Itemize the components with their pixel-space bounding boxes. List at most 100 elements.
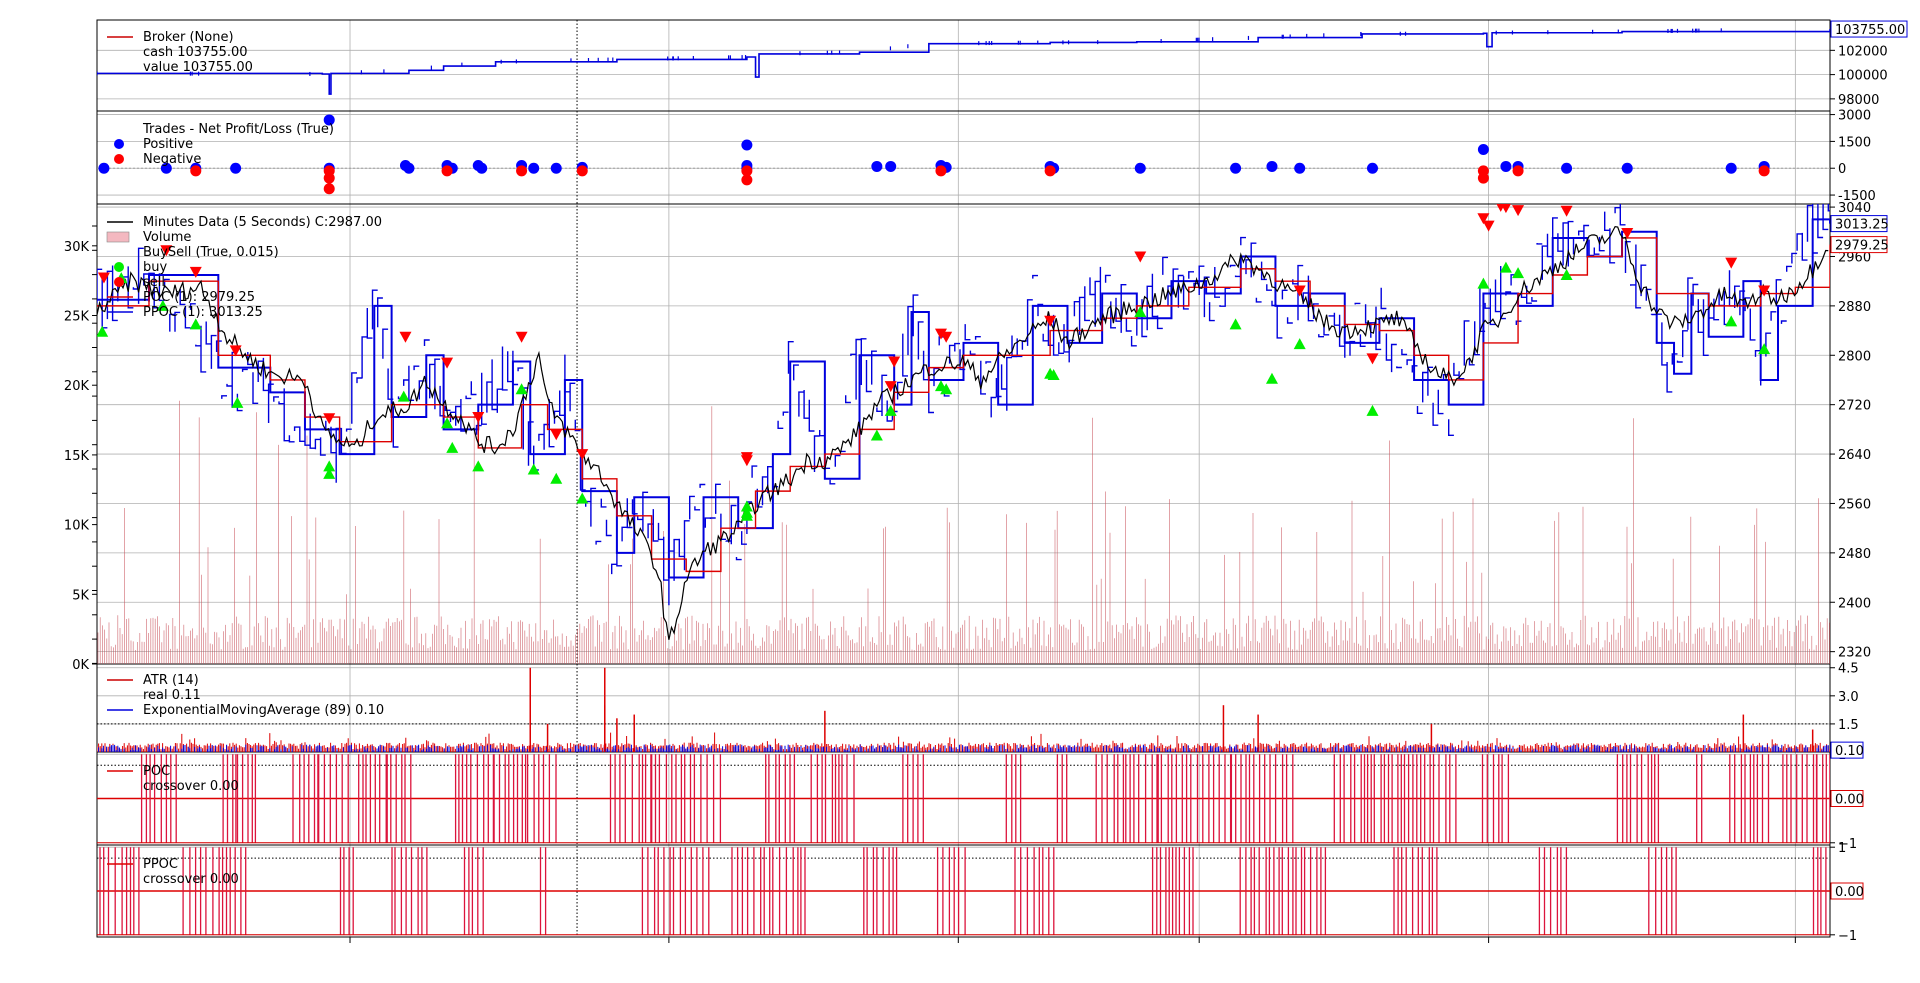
legend-label: value 103755.00 <box>143 60 253 75</box>
y-tick-label: 2800 <box>1838 349 1871 364</box>
positive-marker <box>871 160 883 172</box>
sell-marker <box>1621 228 1634 240</box>
legend-swatch <box>114 139 124 149</box>
positive-marker <box>1134 162 1146 174</box>
y-tick-label: 2960 <box>1838 250 1871 265</box>
sell-marker <box>888 356 901 368</box>
buy-marker <box>472 460 485 472</box>
panel-poc_crossover: −11 <box>96 748 1857 852</box>
buy-marker <box>323 460 336 472</box>
legend-label: POC <box>143 764 170 779</box>
legend-label: Volume <box>143 230 191 245</box>
sell-marker <box>1482 220 1495 232</box>
buy-marker <box>940 383 953 395</box>
legend-label: ExponentialMovingAverage (89) 0.10 <box>143 703 384 718</box>
y-tick-label: 1.5 <box>1838 718 1859 733</box>
price-label-box <box>1830 215 1888 233</box>
buy-marker <box>1758 343 1771 355</box>
legend-label: buy <box>143 260 167 275</box>
sell-marker <box>1134 251 1147 263</box>
panel-price: 2320 2400 2480 2560 2640 2720 2800 2880 2960 3040 <box>96 201 1871 665</box>
panel-ppoc_crossover: −1 1 <box>96 841 1857 944</box>
sell-marker <box>1477 213 1490 225</box>
positive-marker <box>1266 160 1278 172</box>
negative-marker <box>1512 165 1524 177</box>
positive-marker <box>885 160 897 172</box>
volume-bars <box>97 400 1830 664</box>
buy-marker <box>527 463 540 475</box>
volume-tick-label: 20K <box>64 379 90 394</box>
sell-marker <box>576 449 589 461</box>
volume-tick-label: 0K <box>72 658 89 673</box>
volume-tick-label: 5K <box>72 588 89 603</box>
positive-marker <box>1621 162 1633 174</box>
price-series <box>97 204 1830 664</box>
sell-marker <box>323 413 336 425</box>
y-tick-label: −1 <box>1838 837 1857 852</box>
negative-marker <box>516 165 528 177</box>
sell-marker <box>1725 257 1738 269</box>
value-line <box>97 29 1830 95</box>
positive-marker <box>1725 162 1737 174</box>
sell-marker <box>160 245 173 257</box>
legend-label: Negative <box>143 152 201 167</box>
positive-marker <box>1230 162 1242 174</box>
ppoc-line <box>97 218 1830 579</box>
legend-label: BuySell (True, 0.015) <box>143 245 279 260</box>
negative-marker <box>935 165 947 177</box>
positive-marker <box>230 162 242 174</box>
buy-marker <box>97 325 109 337</box>
y-tick-label: 98000 <box>1838 93 1879 108</box>
buy-marker <box>870 429 883 441</box>
buy-marker <box>446 441 459 453</box>
buy-marker <box>576 492 589 504</box>
price-label: 2979.25 <box>1835 239 1889 254</box>
buy-marker <box>1293 338 1306 350</box>
buy-marker <box>1047 369 1060 381</box>
sell-marker <box>740 455 753 467</box>
positive-marker <box>741 139 753 151</box>
negative-marker <box>741 174 753 186</box>
volume-tick-label: 25K <box>64 310 90 325</box>
buy-marker <box>1134 306 1147 318</box>
y-tick-label: 4.5 <box>1838 662 1859 677</box>
buy-marker <box>1477 277 1490 289</box>
buy-marker <box>1512 267 1525 279</box>
negative-marker <box>323 183 335 195</box>
y-tick-label: 1500 <box>1838 135 1871 150</box>
positive-marker <box>403 162 415 174</box>
crossover-bars <box>140 754 1830 843</box>
positive-marker <box>528 162 540 174</box>
ppoc_crossover-last-box <box>1830 882 1864 900</box>
positive-marker <box>550 162 562 174</box>
sell-marker <box>515 331 528 343</box>
y-tick-label: 2480 <box>1838 547 1871 562</box>
buy-marker <box>1229 318 1242 330</box>
atr-last-label: 0.10 <box>1835 744 1864 759</box>
buy-marker <box>515 383 528 395</box>
legend-label: Broker (None) <box>143 30 234 45</box>
positive-marker <box>1366 162 1378 174</box>
y-tick-label: 3040 <box>1838 201 1871 216</box>
buy-marker <box>1725 315 1738 327</box>
legend-label: PPOC <box>143 857 178 872</box>
poc_crossover-last-label: 0.00 <box>1835 793 1864 808</box>
atr-line <box>97 732 1830 752</box>
buy-marker <box>1499 261 1512 273</box>
buy-marker <box>189 318 202 330</box>
legend-swatch <box>114 154 124 164</box>
y-tick-label: −1 <box>1838 929 1857 944</box>
sell-marker <box>934 328 947 340</box>
panel-frame <box>96 203 1831 665</box>
buy-marker <box>1265 372 1278 384</box>
sell-marker <box>1500 204 1511 214</box>
atr-last-box <box>1830 741 1864 759</box>
sell-marker <box>1293 285 1306 297</box>
legend-label: Minutes Data (5 Seconds) C:2987.00 <box>143 215 382 230</box>
close-line <box>97 225 1829 640</box>
legend-label: Trades - Net Profit/Loss (True) <box>142 122 334 137</box>
sell-marker <box>1560 205 1573 217</box>
sell-marker <box>1366 353 1379 365</box>
y-tick-label: 2640 <box>1838 448 1871 463</box>
y-tick-label: -1500 <box>1838 189 1876 204</box>
